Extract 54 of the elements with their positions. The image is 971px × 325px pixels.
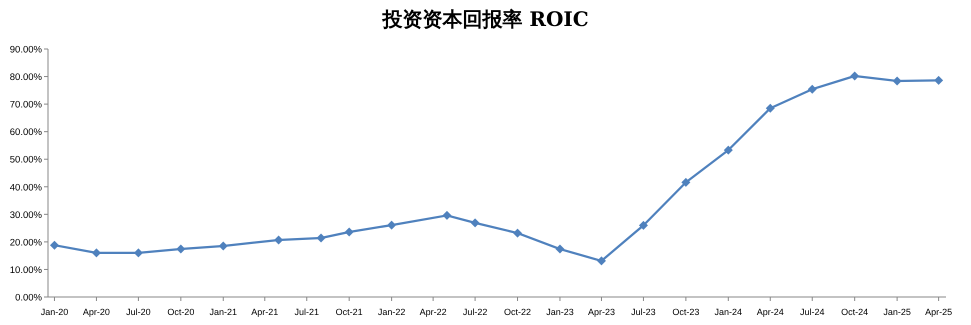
x-tick-label: Jul-24 — [800, 307, 825, 317]
x-tick-label: Oct-22 — [504, 307, 532, 317]
x-tick-label: Jan-22 — [378, 307, 406, 317]
y-tick-label: 40.00% — [10, 182, 43, 194]
point — [724, 146, 733, 155]
point — [681, 178, 690, 187]
x-tick-label: Jul-21 — [294, 307, 320, 317]
point — [274, 235, 284, 244]
point — [92, 248, 101, 258]
y-tick-label: 0.00% — [15, 292, 43, 304]
x-tick-label: Jan-24 — [714, 307, 742, 317]
x-tick-label: Oct-20 — [167, 307, 194, 317]
point — [850, 72, 860, 81]
x-tick-label: Apr-20 — [82, 307, 110, 317]
x-tick-label: Jul-23 — [631, 307, 656, 317]
point — [766, 104, 775, 113]
point — [316, 234, 326, 243]
x-tick-label: Jul-22 — [462, 307, 488, 317]
point — [638, 220, 648, 230]
y-tick-label: 20.00% — [10, 237, 43, 248]
x-tick-label: Oct-23 — [672, 307, 700, 317]
x-tick-label: Oct-21 — [336, 307, 363, 317]
x-tick-label: Jan-20 — [40, 307, 68, 317]
point — [513, 228, 522, 238]
point — [442, 210, 452, 220]
x-tick-label: Apr-21 — [251, 307, 278, 317]
y-tick-label: 30.00% — [10, 210, 43, 221]
point — [176, 244, 186, 254]
y-tick-label: 60.00% — [10, 127, 43, 138]
point — [808, 84, 817, 94]
point — [218, 242, 228, 251]
x-tick-label: Apr-23 — [588, 307, 615, 317]
chart-title: 投资资本回报率 ROIC — [381, 7, 589, 31]
point — [50, 240, 59, 250]
x-tick-label: Apr-24 — [756, 307, 784, 317]
point — [934, 76, 944, 85]
y-tick-label: 90.00% — [10, 44, 43, 56]
y-tick-label: 10.00% — [10, 264, 43, 276]
point — [344, 227, 354, 236]
x-tick-label: Jan-25 — [883, 307, 911, 317]
x-tick-label: Apr-25 — [925, 307, 952, 317]
point — [387, 220, 396, 230]
x-tick-label: Jul-20 — [126, 307, 151, 317]
x-tick-label: Jan-21 — [210, 307, 238, 317]
point — [555, 244, 564, 254]
point — [596, 256, 606, 266]
point — [470, 218, 480, 228]
y-tick-label: 50.00% — [10, 154, 43, 166]
x-tick-label: Jan-23 — [546, 307, 574, 317]
y-tick-label: 70.00% — [10, 100, 43, 111]
point — [134, 248, 143, 258]
x-tick-label: Apr-22 — [420, 307, 447, 317]
x-tick-label: Oct-24 — [841, 307, 868, 317]
y-tick-label: 80.00% — [10, 72, 43, 84]
